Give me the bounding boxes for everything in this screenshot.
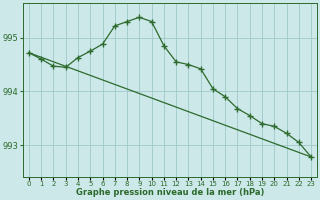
X-axis label: Graphe pression niveau de la mer (hPa): Graphe pression niveau de la mer (hPa)	[76, 188, 264, 197]
